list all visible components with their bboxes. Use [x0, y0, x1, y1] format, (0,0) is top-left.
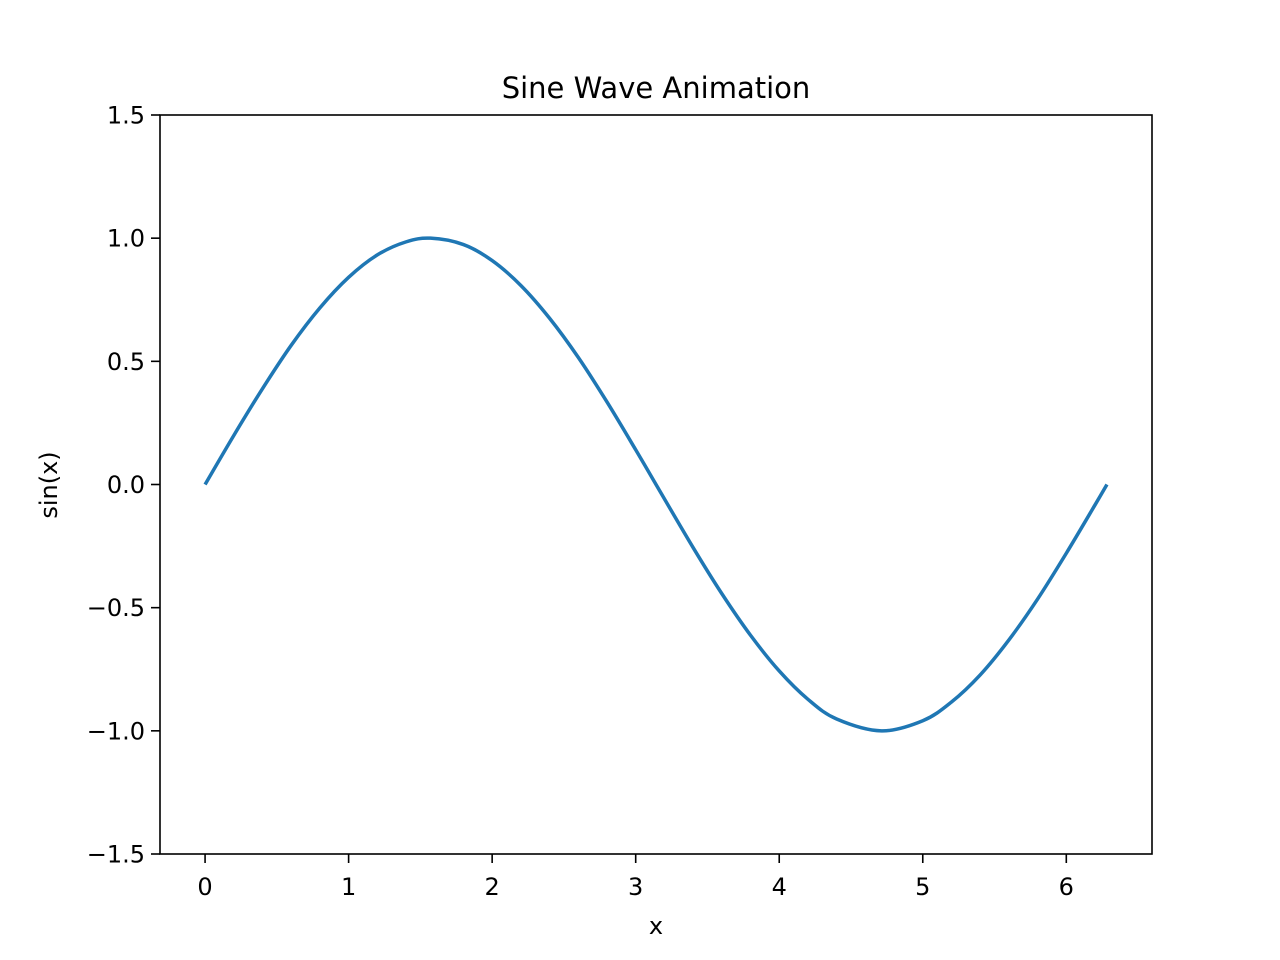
- x-tick-label: 2: [485, 873, 500, 901]
- x-tick-label: 3: [628, 873, 643, 901]
- x-tick-label: 0: [197, 873, 212, 901]
- y-tick-label: 0.0: [107, 471, 145, 499]
- y-axis-ticks: −1.5 −1.0 −0.5 0.0 0.5 1.0 1.5: [87, 102, 160, 869]
- x-tick-label: 5: [915, 873, 930, 901]
- series-layer: [203, 236, 1109, 733]
- series-line-0: [203, 236, 1109, 733]
- y-axis-label: sin(x): [35, 451, 63, 518]
- y-tick-label: 1.0: [107, 225, 145, 253]
- x-axis-label: x: [649, 912, 663, 940]
- y-tick-label: −1.5: [87, 841, 145, 869]
- x-tick-label: 6: [1059, 873, 1074, 901]
- x-tick-label: 4: [772, 873, 787, 901]
- x-axis-ticks: 0 1 2 3 4 5 6: [197, 854, 1074, 901]
- y-tick-label: −1.0: [87, 717, 145, 745]
- x-tick-label: 1: [341, 873, 356, 901]
- y-tick-label: −0.5: [87, 594, 145, 622]
- y-tick-label: 0.5: [107, 348, 145, 376]
- y-tick-label: 1.5: [107, 102, 145, 130]
- chart-title: Sine Wave Animation: [502, 71, 811, 105]
